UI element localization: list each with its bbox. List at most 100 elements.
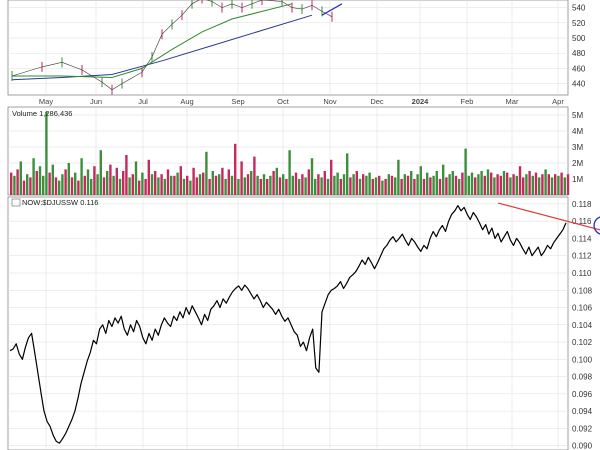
- ratio-tick-label: 0.098: [572, 373, 593, 382]
- volume-bar: [83, 175, 86, 195]
- volume-bar: [115, 167, 118, 195]
- volume-bar: [464, 148, 467, 195]
- volume-tick-label: 5M: [572, 111, 583, 120]
- volume-bar: [269, 175, 272, 195]
- volume-bar: [298, 179, 301, 195]
- volume-bar: [214, 175, 218, 195]
- volume-tick-label: 4M: [572, 127, 583, 136]
- volume-bar: [502, 171, 506, 195]
- volume-bar: [179, 166, 182, 195]
- volume-bar: [13, 175, 16, 195]
- ratio-highlight-circle: [593, 216, 600, 235]
- volume-bar: [522, 177, 525, 195]
- volume-bar: [547, 174, 550, 195]
- price-tick-label: 520: [572, 19, 586, 28]
- volume-bar: [250, 171, 253, 195]
- price-tick-label: 500: [572, 34, 586, 43]
- volume-bar: [310, 158, 314, 195]
- volume-bar: [518, 166, 522, 195]
- volume-bar: [253, 156, 256, 195]
- volume-bar: [381, 180, 384, 195]
- volume-bar: [474, 177, 477, 195]
- volume-bar: [454, 175, 458, 195]
- volume-bar: [333, 175, 336, 195]
- volume-bar: [288, 150, 291, 195]
- price-tick-label: 460: [572, 64, 586, 73]
- month-tick-label: Oct: [277, 97, 290, 106]
- volume-bar: [186, 175, 189, 195]
- volume-bar: [131, 174, 134, 195]
- volume-bar: [560, 172, 563, 195]
- volume-bar: [48, 172, 51, 195]
- volume-bar: [224, 179, 227, 195]
- volume-bar: [211, 171, 214, 195]
- ratio-tick-label: 0.100: [572, 355, 593, 364]
- volume-bar: [467, 175, 470, 195]
- volume-bar: [278, 177, 282, 195]
- ratio-tick-label: 0.108: [572, 286, 593, 295]
- price-trend-mark: [321, 3, 343, 16]
- month-tick-label: 2024: [412, 97, 430, 106]
- volume-bar: [342, 174, 346, 195]
- volume-bar: [397, 159, 400, 195]
- ratio-tick-label: 0.112: [572, 252, 592, 261]
- volume-bar: [205, 151, 208, 195]
- volume-bar: [240, 161, 243, 195]
- price-tick-label: 540: [572, 4, 586, 13]
- volume-bar: [173, 175, 176, 195]
- volume-bar: [198, 174, 202, 195]
- volume-bar: [349, 177, 352, 195]
- volume-bar: [326, 179, 330, 195]
- volume-bar: [58, 180, 61, 195]
- price-tick-label: 480: [572, 49, 586, 58]
- volume-bar: [128, 177, 131, 195]
- volume-title: Volume 1,286,436: [12, 109, 72, 118]
- volume-bar: [480, 171, 483, 195]
- volume-bar: [266, 179, 269, 195]
- volume-bar: [141, 172, 144, 195]
- volume-bar: [458, 179, 461, 195]
- volume-bar: [272, 171, 275, 195]
- volume-bar: [51, 164, 54, 195]
- volume-bar: [42, 175, 45, 195]
- volume-bar: [442, 164, 445, 195]
- volume-bar: [189, 180, 192, 195]
- volume-bar: [106, 171, 109, 195]
- ratio-line: [9, 205, 567, 444]
- volume-bar: [544, 169, 547, 195]
- ratio-annotations: [497, 202, 600, 235]
- volume-bar: [365, 175, 368, 195]
- volume-bar: [243, 177, 246, 195]
- ratio-tick-label: 0.092: [572, 424, 593, 433]
- volume-bar: [61, 174, 64, 195]
- volume-bar: [102, 177, 106, 195]
- volume-bar: [541, 174, 544, 195]
- volume-bar: [118, 179, 122, 195]
- volume-bar: [144, 179, 147, 195]
- volume-bar: [70, 177, 74, 195]
- ratio-tick-label: 0.102: [572, 338, 593, 347]
- volume-bar: [550, 177, 554, 195]
- price-series: [11, 0, 343, 95]
- volume-bar: [160, 174, 163, 195]
- volume-bar: [227, 169, 230, 195]
- volume-bar: [314, 179, 317, 195]
- volume-bar: [93, 166, 96, 195]
- volume-bar: [429, 177, 432, 195]
- volume-bar: [256, 175, 259, 195]
- volume-tick-label: 3M: [572, 143, 583, 152]
- volume-bar: [528, 171, 531, 195]
- volume-bar: [390, 175, 394, 195]
- volume-bar: [246, 174, 250, 195]
- volume-bar: [394, 177, 397, 195]
- volume-bar: [435, 171, 438, 195]
- volume-bar: [368, 172, 371, 195]
- volume-bar: [384, 179, 387, 195]
- volume-bar: [554, 174, 557, 195]
- volume-bar: [483, 175, 486, 195]
- month-x-axis: May Jun Jul Aug Sep Oct Nov Dec 2024 Feb Mar Apr: [39, 97, 564, 106]
- volume-bar: [32, 158, 35, 195]
- ratio-tick-label: 0.106: [572, 304, 593, 313]
- volume-bar: [400, 179, 403, 195]
